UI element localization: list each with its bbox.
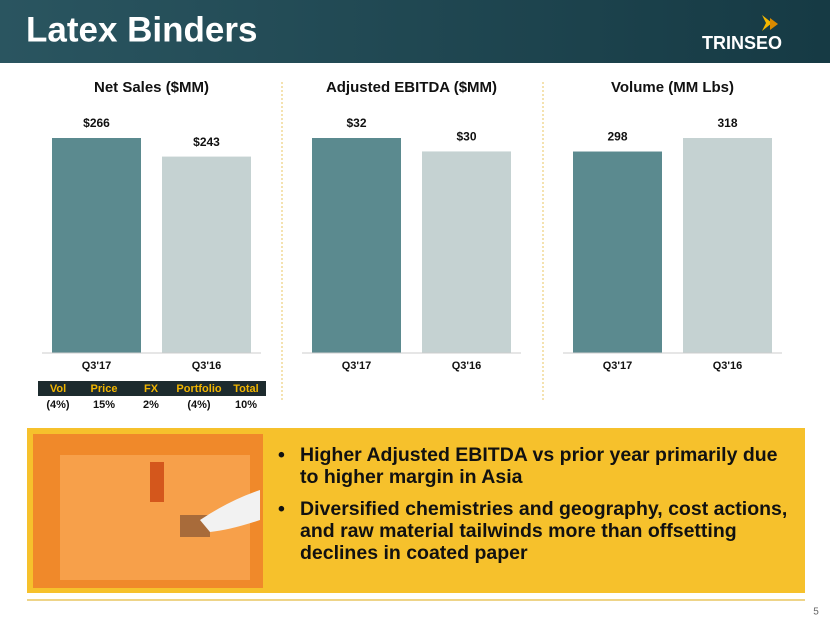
data-label: 298 xyxy=(607,130,627,144)
chart-title: Adjusted EBITDA ($MM) xyxy=(326,79,497,96)
logo-icon xyxy=(762,15,778,31)
bar xyxy=(422,151,511,353)
table-header-cell: Total xyxy=(233,383,258,395)
bar xyxy=(312,138,401,353)
bar xyxy=(162,156,251,353)
data-label: $266 xyxy=(83,116,110,130)
table-header-cell: Vol xyxy=(50,383,66,395)
slide-title: Latex Binders xyxy=(26,10,257,49)
header-band xyxy=(0,0,830,63)
x-tick-label: Q3'16 xyxy=(713,360,743,372)
table-header-cell: FX xyxy=(144,383,159,395)
chart-title: Volume (MM Lbs) xyxy=(611,79,734,96)
x-tick-label: Q3'16 xyxy=(192,360,222,372)
bar xyxy=(683,138,772,353)
data-label: $243 xyxy=(193,135,220,149)
x-tick-label: Q3'17 xyxy=(603,360,633,372)
table-cell: (4%) xyxy=(46,399,70,411)
bar xyxy=(52,138,141,353)
x-tick-label: Q3'17 xyxy=(82,360,112,372)
table-cell: 10% xyxy=(235,399,257,411)
data-label: $30 xyxy=(456,130,476,144)
page-number: 5 xyxy=(813,607,819,618)
bar xyxy=(573,151,662,353)
x-tick-label: Q3'16 xyxy=(452,360,482,372)
table-cell: 2% xyxy=(143,399,159,411)
table-header-cell: Price xyxy=(91,383,118,395)
bullet: Diversified chemistries and geography, c… xyxy=(278,498,798,564)
chart-title: Net Sales ($MM) xyxy=(94,79,209,96)
table-header-bg xyxy=(38,381,266,396)
logo-text: TRINSEO xyxy=(702,33,782,53)
x-tick-label: Q3'17 xyxy=(342,360,372,372)
table-cell: 15% xyxy=(93,399,115,411)
table-header-cell: Portfolio xyxy=(176,383,221,395)
bullet: Higher Adjusted EBITDA vs prior year pri… xyxy=(278,444,798,488)
table-cell: (4%) xyxy=(187,399,211,411)
data-label: $32 xyxy=(346,116,366,130)
photo xyxy=(33,434,263,588)
data-label: 318 xyxy=(717,116,737,130)
bullet-list: Higher Adjusted EBITDA vs prior year pri… xyxy=(278,444,798,574)
